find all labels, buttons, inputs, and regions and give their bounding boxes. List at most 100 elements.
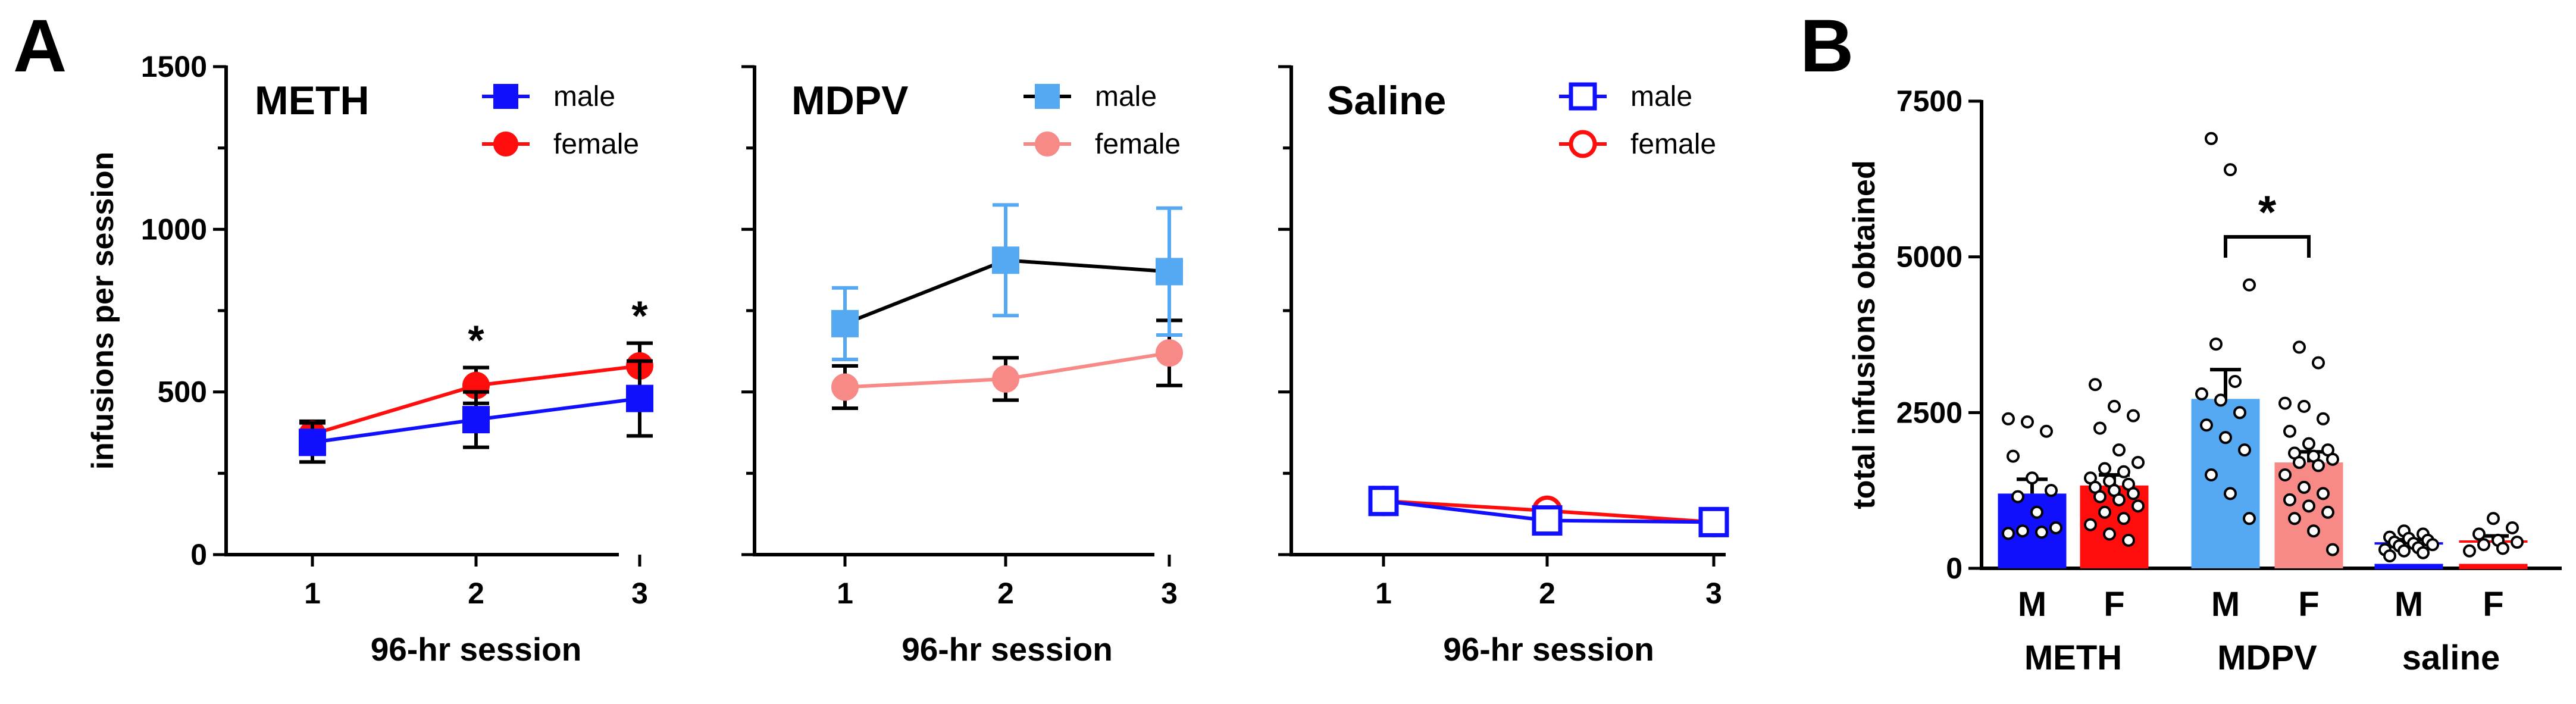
bar-group-1: F	[2080, 378, 2149, 624]
significance-star: *	[2258, 186, 2277, 238]
chart-title: Saline	[1327, 78, 1446, 123]
group-label: METH	[2024, 639, 2122, 677]
data-point	[299, 428, 326, 456]
data-point	[626, 384, 653, 412]
data-point	[2093, 490, 2107, 503]
data-point	[2112, 493, 2126, 506]
data-point	[2383, 549, 2396, 563]
data-point	[2288, 512, 2301, 525]
line-chart-saline: 1 2 3 96-hr session Saline male female	[1278, 65, 1729, 668]
y-tick-label: 0	[190, 538, 207, 571]
data-point	[2496, 542, 2509, 555]
data-point	[2002, 412, 2015, 425]
data-point	[2117, 512, 2130, 525]
data-point	[2089, 378, 2102, 392]
data-point	[2472, 527, 2486, 541]
data-point	[2224, 163, 2237, 177]
data-point	[2112, 443, 2126, 457]
chart-title: METH	[255, 78, 370, 123]
data-point	[2205, 132, 2218, 145]
x-tick-label: 1	[837, 577, 853, 610]
legend-marker	[1569, 82, 1597, 111]
legend-label: male	[553, 81, 615, 112]
data-point	[2477, 538, 2490, 552]
data-point	[2040, 424, 2053, 438]
data-point	[2298, 480, 2311, 494]
significance-star: *	[468, 317, 484, 364]
series-female	[831, 318, 1183, 410]
legend-item-male: male	[482, 81, 615, 112]
data-point	[2103, 527, 2116, 541]
x-tick-label: 2	[468, 577, 484, 610]
data-point	[1698, 506, 1729, 537]
data-point	[2219, 431, 2232, 445]
series-male	[299, 359, 653, 464]
data-point	[2108, 399, 2121, 413]
data-point	[2026, 471, 2039, 485]
data-point	[2326, 543, 2339, 556]
data-point	[2002, 527, 2015, 540]
series-male	[1368, 486, 1729, 537]
data-point	[2283, 424, 2296, 438]
series-male	[831, 203, 1183, 361]
data-point	[992, 365, 1019, 393]
group-label: MDPV	[2217, 639, 2317, 677]
y-tick-label: 0	[1946, 552, 1962, 585]
data-point	[2045, 484, 2058, 498]
x-tick-label: 3	[1705, 577, 1722, 610]
line-chart-meth: 0 500 1000 1500 infusions per session 1 2 3 96-h…	[86, 50, 653, 668]
significance-bracket	[2224, 235, 2311, 258]
data-point	[2511, 536, 2524, 549]
data-point	[2131, 456, 2145, 470]
y-tick-label: 500	[158, 376, 207, 409]
data-point	[2021, 415, 2034, 429]
data-point	[2307, 524, 2320, 538]
x-axis-label: 96-hr session	[371, 631, 582, 668]
data-point	[2209, 337, 2223, 351]
category-label: F	[2483, 585, 2503, 624]
category-label: M	[2395, 585, 2423, 624]
data-point	[831, 373, 859, 401]
category-label: F	[2298, 585, 2319, 624]
chart-title: MDPV	[791, 78, 908, 123]
data-point	[2233, 406, 2246, 420]
legend-marker	[1569, 130, 1597, 158]
plot-layer: 0 500 1000 1500 infusions per session 1 2 3 96-h…	[86, 50, 2562, 677]
x-axis-label: 96-hr session	[1443, 631, 1654, 668]
legend-item-female: female	[1559, 129, 1716, 160]
panel-label-a: A	[13, 5, 67, 87]
data-point	[2030, 505, 2043, 519]
data-point	[1532, 505, 1563, 536]
data-point	[2243, 278, 2256, 292]
x-tick-label: 2	[1539, 577, 1555, 610]
y-axis-label: total infusions obtained	[1847, 160, 1882, 509]
data-point	[2224, 487, 2237, 500]
x-tick-label: 1	[304, 577, 321, 610]
legend-label: female	[1630, 129, 1716, 160]
legend-item-male: male	[1559, 81, 1692, 112]
y-tick-label: 5000	[1896, 240, 1962, 274]
legend-label: female	[1095, 129, 1181, 160]
data-point	[2011, 490, 2024, 503]
bar-group-5: F	[2459, 512, 2528, 624]
data-point	[2283, 493, 2296, 506]
data-point	[2326, 452, 2339, 466]
data-point	[462, 406, 490, 434]
data-point	[2293, 456, 2306, 470]
legend-marker	[1035, 84, 1060, 109]
data-point	[2098, 462, 2111, 475]
bar-group-2: M	[2191, 132, 2260, 624]
category-label: M	[2018, 585, 2046, 624]
data-point	[2317, 412, 2330, 425]
data-point	[2463, 544, 2476, 558]
significance-star: *	[631, 293, 648, 339]
x-tick-label: 3	[631, 577, 648, 610]
data-point	[2035, 525, 2048, 539]
data-point	[2049, 521, 2062, 534]
data-point	[2417, 546, 2430, 559]
data-point	[2278, 468, 2292, 481]
y-tick-label: 1000	[141, 212, 207, 246]
data-point	[2007, 449, 2020, 463]
data-point	[2243, 512, 2256, 525]
